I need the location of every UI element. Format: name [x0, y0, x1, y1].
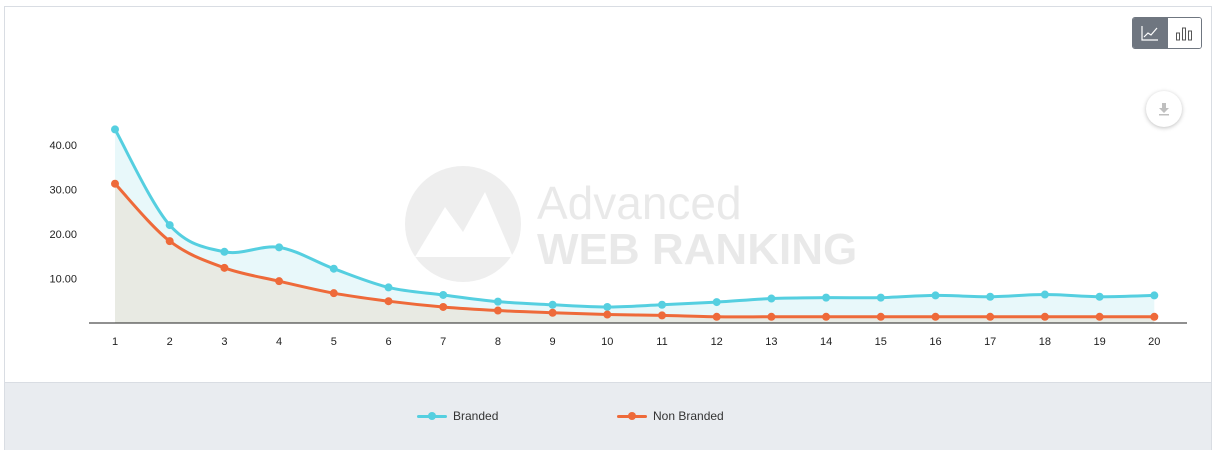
y-tick-label: 10.00: [49, 274, 77, 286]
y-tick-label: 40.00: [49, 140, 77, 152]
point-non-branded-15[interactable]: [876, 312, 885, 321]
watermark-globe-icon: [405, 166, 521, 282]
point-non-branded-18[interactable]: [1040, 312, 1049, 321]
x-tick-label: 1: [112, 336, 118, 348]
watermark-line2: WEB RANKING: [537, 225, 857, 274]
watermark: Advanced WEB RANKING: [405, 166, 857, 282]
point-branded-15[interactable]: [876, 293, 885, 302]
point-non-branded-7[interactable]: [439, 302, 448, 311]
point-branded-11[interactable]: [658, 300, 666, 309]
point-branded-19[interactable]: [1095, 292, 1104, 301]
legend-item-branded[interactable]: Branded: [417, 409, 498, 423]
point-branded-16[interactable]: [931, 291, 940, 300]
x-tick-label: 10: [601, 336, 613, 348]
watermark-line1: Advanced: [537, 177, 742, 229]
point-branded-4[interactable]: [275, 243, 284, 252]
chart-type-toggle[interactable]: [1132, 17, 1202, 49]
point-branded-10[interactable]: [603, 302, 612, 311]
x-tick-label: 13: [765, 336, 777, 348]
bar-chart-icon: [1176, 27, 1193, 41]
x-tick-label: 4: [276, 336, 282, 348]
x-tick-label: 15: [875, 336, 887, 348]
point-branded-12[interactable]: [712, 298, 721, 307]
x-tick-label: 16: [929, 336, 941, 348]
point-branded-2[interactable]: [165, 221, 174, 230]
line-chart-icon: [1141, 26, 1158, 41]
point-non-branded-11[interactable]: [658, 311, 666, 320]
download-button[interactable]: [1146, 91, 1182, 127]
series-areas: [115, 129, 1155, 323]
point-branded-1[interactable]: [111, 125, 119, 134]
point-non-branded-4[interactable]: [275, 277, 284, 286]
x-tick-label: 17: [984, 336, 996, 348]
legend-label-branded: Branded: [453, 409, 499, 423]
point-non-branded-10[interactable]: [603, 310, 612, 319]
point-branded-8[interactable]: [493, 297, 502, 306]
point-non-branded-20[interactable]: [1150, 312, 1159, 321]
chart-card: Advanced WEB RANKING 10.00 20.00 30.00 40.0…: [4, 6, 1212, 450]
point-branded-14[interactable]: [822, 293, 831, 302]
point-non-branded-14[interactable]: [822, 312, 831, 321]
chart-area: Advanced WEB RANKING 10.00 20.00 30.00 40.0…: [5, 7, 1211, 382]
point-branded-3[interactable]: [220, 247, 229, 256]
x-tick-label: 14: [820, 336, 832, 348]
legend-item-non-branded[interactable]: Non Branded: [617, 409, 724, 423]
series-points: [111, 125, 1159, 321]
point-non-branded-17[interactable]: [986, 312, 995, 321]
point-non-branded-2[interactable]: [165, 237, 174, 246]
point-non-branded-19[interactable]: [1095, 312, 1104, 321]
point-non-branded-3[interactable]: [220, 263, 229, 272]
x-tick-label: 7: [440, 336, 446, 348]
point-non-branded-13[interactable]: [767, 312, 776, 321]
legend-swatch-non-branded: [617, 410, 647, 422]
legend: Branded Non Branded: [5, 382, 1211, 450]
point-branded-17[interactable]: [986, 292, 995, 301]
legend-label-non-branded: Non Branded: [653, 409, 724, 423]
point-branded-18[interactable]: [1040, 290, 1049, 299]
point-branded-13[interactable]: [767, 294, 776, 303]
x-tick-label: 18: [1039, 336, 1051, 348]
chart-svg: Advanced WEB RANKING 10.00 20.00 30.00 40.0…: [49, 125, 1187, 348]
y-tick-label: 20.00: [49, 229, 77, 241]
x-tick-label: 2: [167, 336, 173, 348]
point-non-branded-8[interactable]: [493, 306, 502, 315]
x-axis-ticks: 1 2 3 4 5 6 7 8 9 10 11 12 13 14 15 16 17 18 19 20: [112, 336, 1160, 348]
point-branded-20[interactable]: [1150, 291, 1159, 300]
x-tick-label: 3: [221, 336, 227, 348]
point-non-branded-9[interactable]: [548, 308, 557, 317]
point-non-branded-1[interactable]: [111, 179, 119, 188]
point-non-branded-16[interactable]: [931, 312, 940, 321]
point-non-branded-6[interactable]: [384, 297, 393, 306]
y-tick-label: 30.00: [49, 185, 77, 197]
point-branded-9[interactable]: [548, 300, 557, 309]
x-tick-label: 20: [1148, 336, 1160, 348]
x-tick-label: 11: [656, 336, 667, 348]
x-tick-label: 5: [331, 336, 337, 348]
x-tick-label: 8: [495, 336, 501, 348]
area-non-branded: [115, 183, 1155, 323]
point-non-branded-12[interactable]: [712, 312, 721, 321]
line-branded: [113, 128, 1155, 309]
x-tick-label: 12: [711, 336, 723, 348]
x-tick-label: 9: [550, 336, 556, 348]
x-tick-label: 19: [1093, 336, 1105, 348]
bar-chart-button[interactable]: [1166, 18, 1201, 48]
legend-swatch-branded: [417, 410, 447, 422]
line-chart-button[interactable]: [1133, 18, 1167, 48]
point-non-branded-5[interactable]: [329, 289, 338, 298]
watermark-mountain-icon: [415, 192, 513, 257]
x-tick-label: 6: [385, 336, 391, 348]
download-icon: [1159, 103, 1169, 116]
point-branded-6[interactable]: [384, 283, 393, 292]
y-axis-ticks: 10.00 20.00 30.00 40.00: [49, 140, 77, 286]
point-branded-7[interactable]: [439, 290, 448, 299]
point-branded-5[interactable]: [329, 264, 338, 273]
